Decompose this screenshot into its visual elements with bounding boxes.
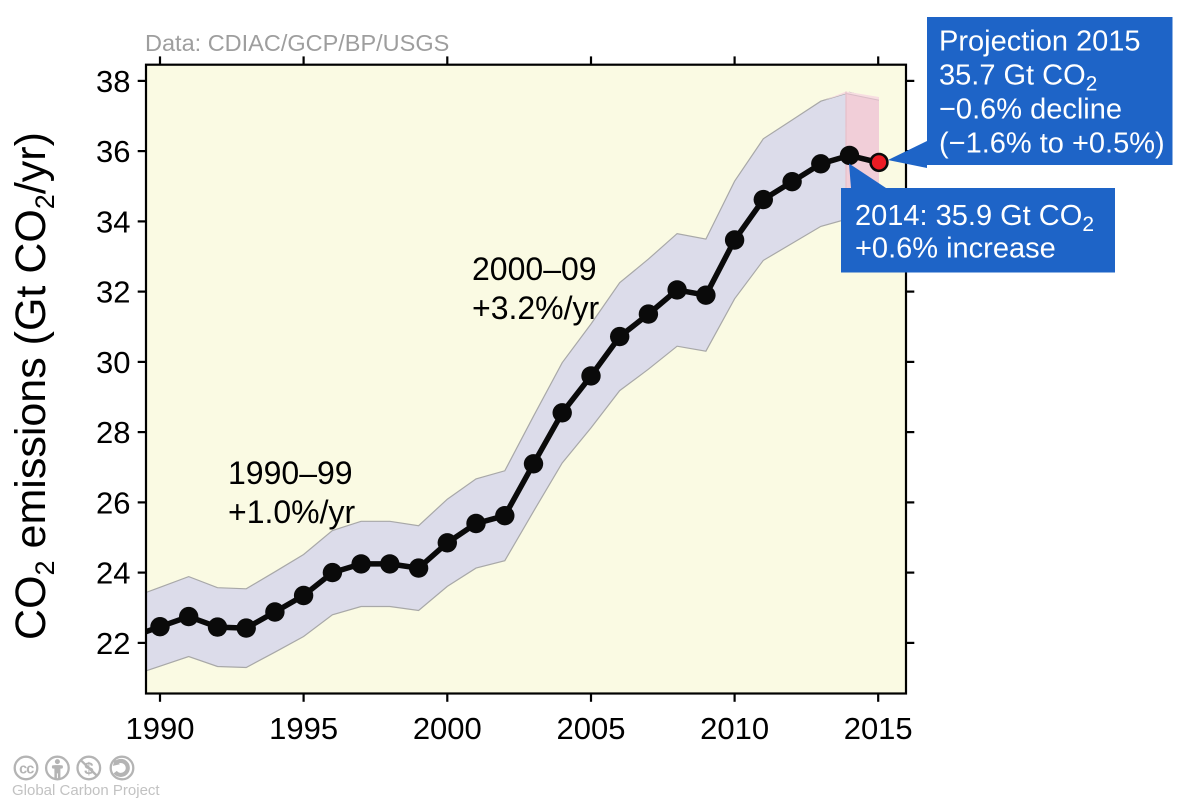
svg-text:CO2 emissions (Gt CO2/yr): CO2 emissions (Gt CO2/yr) [7,132,60,640]
svg-text:30: 30 [96,345,130,380]
svg-text:22: 22 [96,626,130,661]
svg-text:(−1.6% to +0.5%): (−1.6% to +0.5%) [939,128,1165,160]
svg-text:+1.0%/yr: +1.0%/yr [228,494,356,530]
svg-text:2000: 2000 [413,711,482,746]
svg-text:+3.2%/yr: +3.2%/yr [472,290,600,326]
svg-text:34: 34 [96,204,130,239]
svg-text:28: 28 [96,415,130,450]
svg-text:Projection 2015: Projection 2015 [939,26,1141,58]
svg-text:2015: 2015 [844,711,913,746]
svg-text:2010: 2010 [700,711,769,746]
svg-text:2005: 2005 [557,711,626,746]
svg-text:1990–99: 1990–99 [228,455,353,491]
svg-text:24: 24 [96,556,130,591]
svg-text:35.7 Gt CO2: 35.7 Gt CO2 [939,60,1097,96]
svg-text:−0.6% decline: −0.6% decline [939,94,1122,126]
svg-text:1990: 1990 [126,711,195,746]
svg-text:1995: 1995 [269,711,338,746]
svg-text:2000–09: 2000–09 [472,251,597,287]
svg-text:+0.6% increase: +0.6% increase [855,233,1056,265]
svg-text:32: 32 [96,275,130,310]
svg-text:38: 38 [96,64,130,99]
svg-text:Data: CDIAC/GCP/BP/USGS: Data: CDIAC/GCP/BP/USGS [145,30,449,56]
svg-text:Global Carbon Project: Global Carbon Project [12,782,160,799]
svg-text:36: 36 [96,134,130,169]
svg-text:2014: 35.9 Gt CO2: 2014: 35.9 Gt CO2 [855,200,1094,236]
svg-text:26: 26 [96,485,130,520]
svg-text:cc: cc [19,761,34,777]
